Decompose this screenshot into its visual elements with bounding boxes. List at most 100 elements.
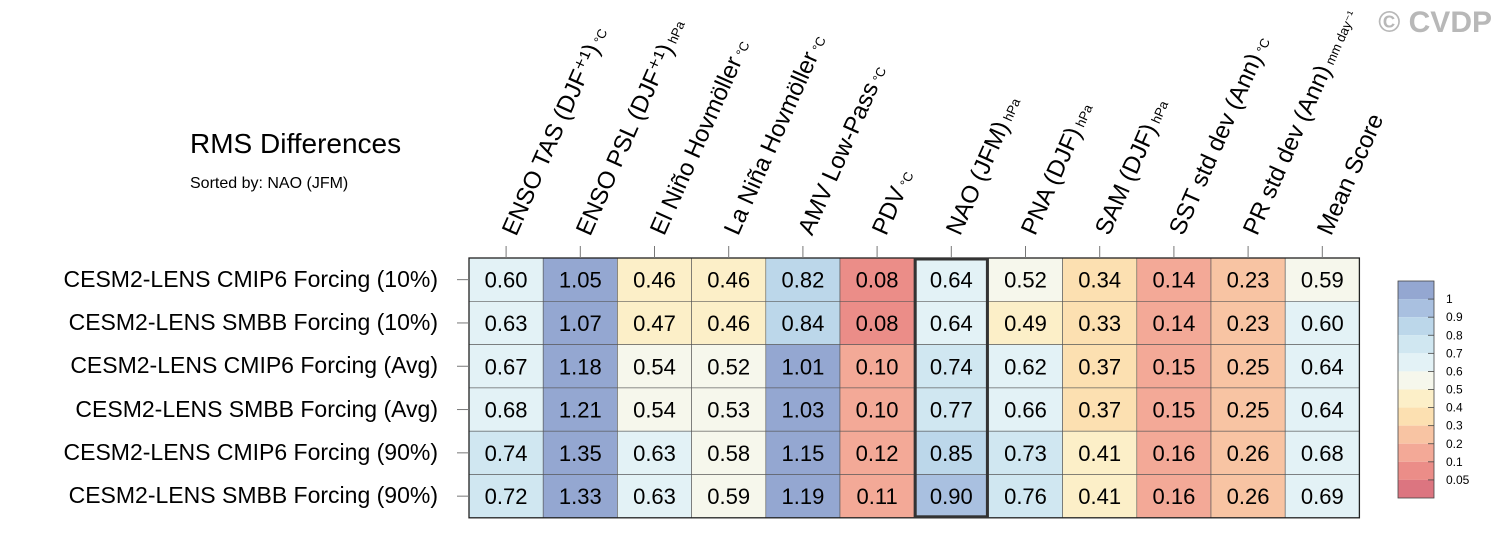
colorbar-label: 0.7 (1446, 346, 1463, 360)
row-label: CESM2-LENS SMBB Forcing (90%) (68, 482, 438, 509)
cell-value-label: 0.26 (1227, 484, 1270, 509)
heatmap-cell (691, 257, 767, 302)
cell-value-label: 0.14 (1152, 268, 1195, 293)
heatmap-cell (1210, 300, 1286, 345)
cell-value-label: 0.62 (1004, 354, 1047, 379)
colorbar-bin (1398, 479, 1434, 498)
colorbar-bin (1398, 443, 1434, 462)
cell-value-label: 0.08 (856, 311, 899, 336)
cell-value-label: 1.05 (559, 268, 602, 293)
cell-value-label: 0.68 (1301, 441, 1344, 466)
heatmap-cell (1210, 430, 1286, 475)
heatmap-cell (913, 430, 989, 475)
cell-value-label: 0.84 (781, 311, 824, 336)
heatmap-cell (1136, 387, 1212, 432)
cell-value-label: 0.90 (930, 484, 973, 509)
heatmap-cell (839, 257, 915, 302)
watermark-logo: © CVDP (1378, 6, 1492, 39)
heatmap-cell (988, 387, 1063, 432)
heatmap-cell (617, 387, 692, 432)
heatmap-cell (913, 257, 989, 302)
cell-value-label: 0.25 (1227, 398, 1270, 423)
heatmap-cell (913, 300, 989, 345)
heatmap-cell (913, 344, 989, 389)
cell-value-label: 0.64 (1301, 354, 1344, 379)
heatmap-cell (765, 430, 841, 475)
cell-value-label: 0.46 (633, 268, 676, 293)
row-label: CESM2-LENS CMIP6 Forcing (90%) (63, 438, 439, 465)
chart-subtitle: Sorted by: NAO (JFM) (190, 175, 349, 192)
heatmap-cell (691, 387, 767, 432)
cell-value-label: 0.23 (1227, 311, 1270, 336)
cell-value-label: 0.37 (1078, 354, 1121, 379)
heatmap-cell (1210, 344, 1286, 389)
cell-value-label: 0.41 (1078, 441, 1121, 466)
cell-value-label: 1.18 (559, 354, 602, 379)
cell-value-label: 0.52 (707, 354, 750, 379)
cell-value-label: 0.46 (707, 268, 750, 293)
heatmap-cell (988, 300, 1063, 345)
heatmap-cell (1136, 344, 1212, 389)
heatmap-cell (765, 300, 841, 345)
cell-value-label: 0.63 (633, 441, 676, 466)
heatmap-cell (839, 387, 915, 432)
heatmap-cell (913, 474, 989, 519)
heatmap-cell (1284, 300, 1360, 345)
cell-value-label: 0.63 (485, 311, 528, 336)
colorbar-label: 0.1 (1446, 455, 1463, 469)
heatmap-cell (691, 474, 767, 519)
chart-title: RMS Differences (190, 128, 402, 159)
cell-value-label: 0.10 (856, 398, 899, 423)
cell-value-label: 0.68 (485, 398, 528, 423)
cell-value-label: 0.53 (707, 398, 750, 423)
cell-value-label: 0.49 (1004, 311, 1047, 336)
colorbar-label: 0.05 (1446, 473, 1470, 487)
heatmap-cell (617, 474, 692, 519)
colorbar-bin (1398, 353, 1434, 372)
cell-value-label: 1.33 (559, 484, 602, 509)
cell-value-label: 0.60 (485, 268, 528, 293)
cell-value-label: 0.15 (1152, 354, 1195, 379)
heatmap-cell (1062, 430, 1138, 475)
heatmap-cell (1136, 300, 1212, 345)
heatmap-cell (839, 300, 915, 345)
heatmap-cell (617, 344, 692, 389)
cell-value-label: 0.08 (856, 268, 899, 293)
colorbar-label: 0.2 (1446, 437, 1463, 451)
cell-value-label: 0.66 (1004, 398, 1047, 423)
heatmap-cell (988, 474, 1063, 519)
cell-value-label: 0.25 (1227, 354, 1270, 379)
colorbar-bin (1398, 371, 1434, 390)
heatmap-cell (468, 430, 544, 475)
cell-value-label: 0.23 (1227, 268, 1270, 293)
cell-value-label: 0.10 (856, 354, 899, 379)
cell-value-label: 0.77 (930, 398, 973, 423)
cell-value-label: 0.64 (1301, 398, 1344, 423)
cell-value-label: 0.67 (485, 354, 528, 379)
heatmap-cell (839, 430, 915, 475)
row-label: CESM2-LENS CMIP6 Forcing (Avg) (70, 352, 438, 379)
cell-value-label: 1.07 (559, 311, 602, 336)
cell-value-label: 0.16 (1152, 484, 1195, 509)
cell-value-label: 0.15 (1152, 398, 1195, 423)
cell-value-label: 0.74 (485, 441, 528, 466)
heatmap-cell (1210, 257, 1286, 302)
heatmap-cell (1062, 474, 1138, 519)
heatmap-cell (1284, 387, 1360, 432)
cell-value-label: 0.64 (930, 311, 973, 336)
heatmap-cell (765, 387, 841, 432)
cell-value-label: 1.19 (781, 484, 824, 509)
cell-value-label: 0.59 (1301, 268, 1344, 293)
cell-value-label: 0.59 (707, 484, 750, 509)
heatmap-cell (1284, 430, 1360, 475)
row-label: CESM2-LENS SMBB Forcing (Avg) (75, 395, 438, 422)
heatmap-cell (542, 474, 618, 519)
heatmap-cell (691, 430, 767, 475)
row-label: CESM2-LENS SMBB Forcing (10%) (68, 308, 438, 335)
cell-value-label: 0.47 (633, 311, 676, 336)
heatmap-cell (1062, 257, 1138, 302)
cell-value-label: 0.41 (1078, 484, 1121, 509)
heatmap-cell (1062, 300, 1138, 345)
cell-value-label: 0.73 (1004, 441, 1047, 466)
